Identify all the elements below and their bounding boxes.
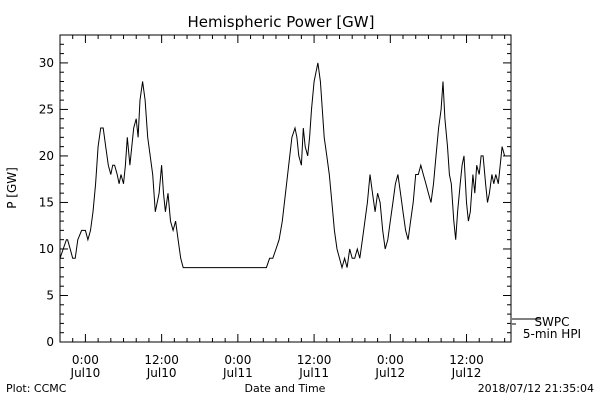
x-tick-date-label: Jul10	[146, 366, 177, 380]
y-tick-label: 25	[39, 102, 54, 116]
x-tick-date-label: Jul10	[70, 366, 101, 380]
footer-plot-label: Plot: CCMC	[6, 382, 67, 395]
series-layer	[59, 62, 506, 270]
x-tick-time-label: 0:00	[377, 353, 404, 367]
y-tick-label: 10	[39, 242, 54, 256]
x-tick-time-label: 12:00	[449, 353, 484, 367]
x-tick-date-label: Jul11	[222, 366, 253, 380]
x-tick-time-label: 12:00	[297, 353, 332, 367]
plot-area-frame	[59, 34, 512, 343]
x-axis-label: Date and Time	[245, 382, 326, 395]
chart-title: Hemispheric Power [GW]	[188, 13, 375, 31]
y-axis-ticks: 0 5 10 15 20 25 30	[39, 34, 511, 349]
x-tick-time-label: 0:00	[72, 353, 99, 367]
y-tick-label: 15	[39, 195, 54, 209]
series-line-hpi	[59, 62, 506, 270]
x-tick-date-label: Jul12	[451, 366, 482, 380]
y-axis-label: P [GW]	[5, 167, 19, 209]
x-axis-ticks: 0:00Jul1012:00Jul100:00Jul1112:00Jul110:…	[59, 35, 506, 380]
legend-label-hpi: 5-min HPI	[523, 327, 581, 341]
x-tick-date-label: Jul12	[374, 366, 405, 380]
x-tick-date-label: Jul11	[298, 366, 329, 380]
y-tick-label: 0	[46, 335, 54, 349]
footer-timestamp: 2018/07/12 21:35:04	[478, 382, 594, 395]
x-tick-time-label: 0:00	[224, 353, 251, 367]
y-tick-label: 5	[46, 288, 54, 302]
x-tick-time-label: 12:00	[144, 353, 179, 367]
y-tick-label: 20	[39, 149, 54, 163]
y-tick-label: 30	[39, 56, 54, 70]
legend-label-swpc: SWPC	[534, 315, 569, 329]
